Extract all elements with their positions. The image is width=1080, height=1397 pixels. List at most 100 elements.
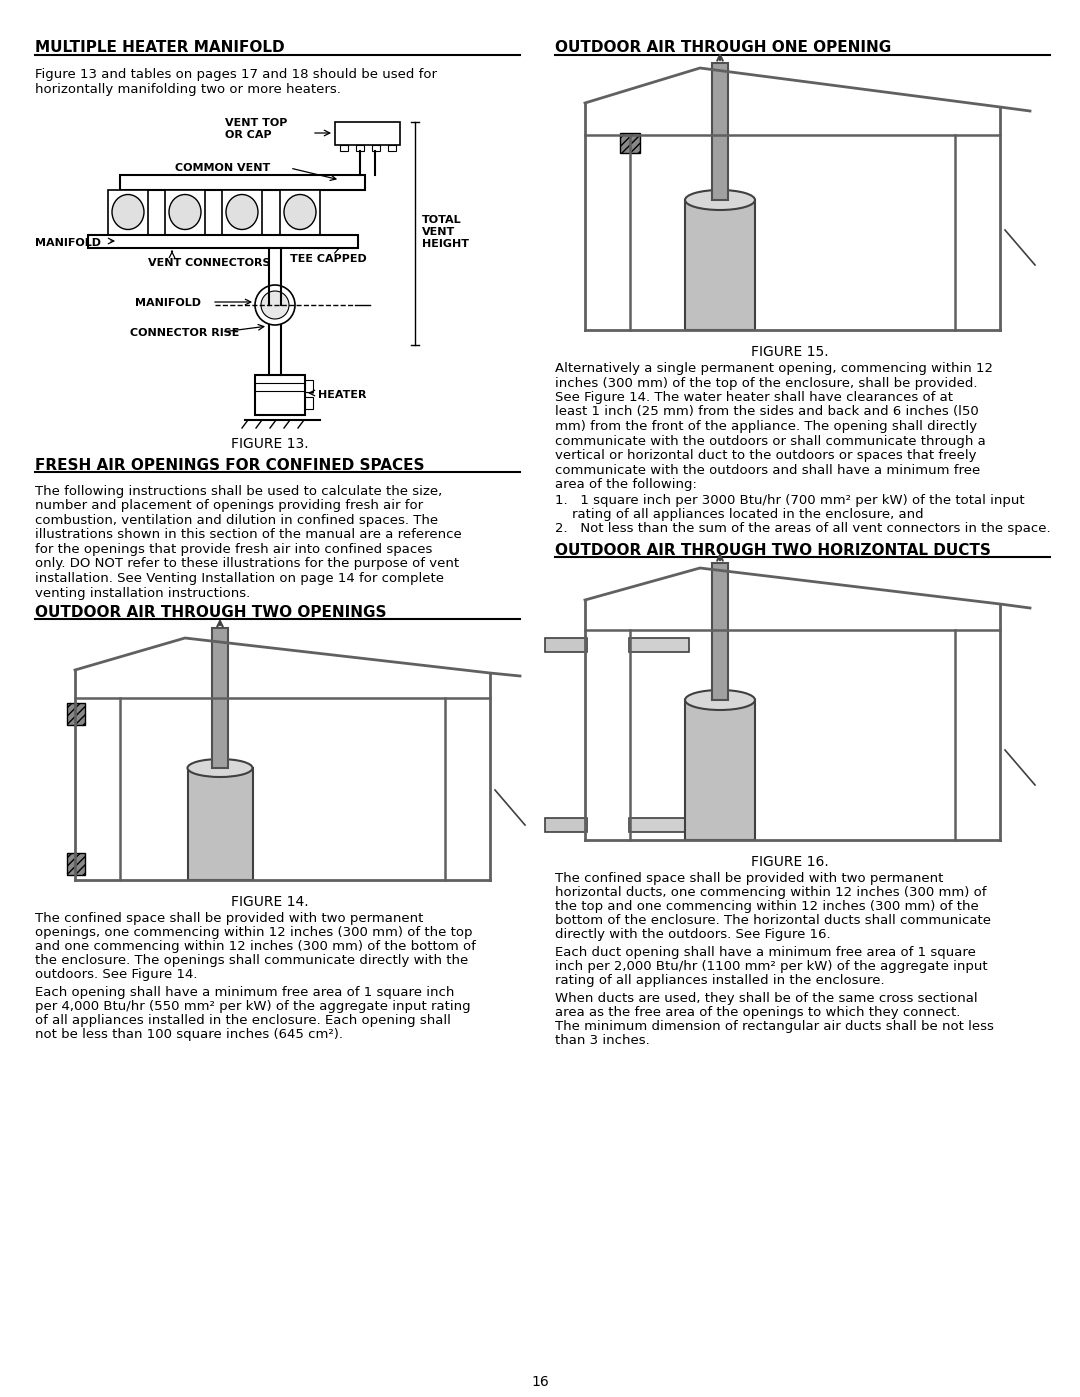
Text: installation. See Venting Installation on page 14 for complete: installation. See Venting Installation o… bbox=[35, 571, 444, 585]
Text: CONNECTOR RISE: CONNECTOR RISE bbox=[130, 328, 240, 338]
Bar bbox=[545, 819, 588, 833]
Text: bottom of the enclosure. The horizontal ducts shall communicate: bottom of the enclosure. The horizontal … bbox=[555, 914, 991, 928]
Bar bbox=[222, 190, 262, 235]
Text: OUTDOOR AIR THROUGH TWO OPENINGS: OUTDOOR AIR THROUGH TWO OPENINGS bbox=[35, 605, 387, 620]
Text: HEIGHT: HEIGHT bbox=[422, 239, 469, 249]
Text: for the openings that provide fresh air into confined spaces: for the openings that provide fresh air … bbox=[35, 543, 432, 556]
Ellipse shape bbox=[168, 194, 201, 229]
Text: area as the free area of the openings to which they connect.: area as the free area of the openings to… bbox=[555, 1006, 960, 1018]
Text: Each duct opening shall have a minimum free area of 1 square: Each duct opening shall have a minimum f… bbox=[555, 946, 976, 958]
Ellipse shape bbox=[284, 194, 316, 229]
Circle shape bbox=[255, 285, 295, 326]
Bar bbox=[212, 629, 228, 768]
Text: MANIFOLD: MANIFOLD bbox=[35, 237, 102, 249]
Text: The following instructions shall be used to calculate the size,: The following instructions shall be used… bbox=[35, 485, 442, 497]
Text: mm) from the front of the appliance. The opening shall directly: mm) from the front of the appliance. The… bbox=[555, 420, 977, 433]
Text: MULTIPLE HEATER MANIFOLD: MULTIPLE HEATER MANIFOLD bbox=[35, 41, 285, 54]
Text: 1.   1 square inch per 3000 Btu/hr (700 mm² per kW) of the total input: 1. 1 square inch per 3000 Btu/hr (700 mm… bbox=[555, 495, 1025, 507]
Text: FIGURE 16.: FIGURE 16. bbox=[751, 855, 828, 869]
Bar bbox=[629, 638, 689, 652]
Text: The confined space shall be provided with two permanent: The confined space shall be provided wit… bbox=[555, 872, 943, 886]
Text: Alternatively a single permanent opening, commencing within 12: Alternatively a single permanent opening… bbox=[555, 362, 993, 374]
Ellipse shape bbox=[226, 194, 258, 229]
Text: MANIFOLD: MANIFOLD bbox=[135, 298, 201, 307]
Text: See Figure 14. The water heater shall have clearances of at: See Figure 14. The water heater shall ha… bbox=[555, 391, 953, 404]
Text: The minimum dimension of rectangular air ducts shall be not less: The minimum dimension of rectangular air… bbox=[555, 1020, 994, 1032]
Text: 16: 16 bbox=[531, 1375, 549, 1389]
Ellipse shape bbox=[112, 194, 144, 229]
Text: OR CAP: OR CAP bbox=[225, 130, 272, 140]
Text: OUTDOOR AIR THROUGH ONE OPENING: OUTDOOR AIR THROUGH ONE OPENING bbox=[555, 41, 891, 54]
Text: When ducts are used, they shall be of the same cross sectional: When ducts are used, they shall be of th… bbox=[555, 992, 977, 1004]
Ellipse shape bbox=[685, 690, 755, 710]
Text: VENT CONNECTORS: VENT CONNECTORS bbox=[148, 258, 270, 268]
Text: outdoors. See Figure 14.: outdoors. See Figure 14. bbox=[35, 968, 198, 981]
Bar bbox=[67, 854, 85, 875]
Text: number and placement of openings providing fresh air for: number and placement of openings providi… bbox=[35, 500, 423, 513]
Text: the top and one commencing within 12 inches (300 mm) of the: the top and one commencing within 12 inc… bbox=[555, 900, 978, 914]
Text: inch per 2,000 Btu/hr (1100 mm² per kW) of the aggregate input: inch per 2,000 Btu/hr (1100 mm² per kW) … bbox=[555, 960, 987, 972]
Bar bbox=[87, 235, 357, 249]
Text: communicate with the outdoors and shall have a minimum free: communicate with the outdoors and shall … bbox=[555, 464, 981, 476]
Text: the enclosure. The openings shall communicate directly with the: the enclosure. The openings shall commun… bbox=[35, 954, 469, 967]
Text: horizontally manifolding two or more heaters.: horizontally manifolding two or more hea… bbox=[35, 82, 341, 96]
Text: vertical or horizontal duct to the outdoors or spaces that freely: vertical or horizontal duct to the outdo… bbox=[555, 448, 976, 462]
Text: area of the following:: area of the following: bbox=[555, 478, 697, 490]
Bar bbox=[255, 374, 305, 415]
Text: directly with the outdoors. See Figure 16.: directly with the outdoors. See Figure 1… bbox=[555, 928, 831, 942]
Bar bbox=[305, 397, 313, 409]
Text: horizontal ducts, one commencing within 12 inches (300 mm) of: horizontal ducts, one commencing within … bbox=[555, 886, 986, 900]
Bar bbox=[340, 145, 348, 151]
Text: FRESH AIR OPENINGS FOR CONFINED SPACES: FRESH AIR OPENINGS FOR CONFINED SPACES bbox=[35, 458, 424, 474]
Bar bbox=[545, 638, 588, 652]
Text: Figure 13 and tables on pages 17 and 18 should be used for: Figure 13 and tables on pages 17 and 18 … bbox=[35, 68, 437, 81]
Text: communicate with the outdoors or shall communicate through a: communicate with the outdoors or shall c… bbox=[555, 434, 986, 447]
Text: VENT TOP: VENT TOP bbox=[225, 117, 287, 129]
Bar bbox=[388, 145, 396, 151]
Text: TOTAL: TOTAL bbox=[422, 215, 461, 225]
Bar bbox=[685, 700, 755, 840]
Bar bbox=[305, 380, 313, 393]
Text: COMMON VENT: COMMON VENT bbox=[175, 163, 270, 173]
Bar bbox=[165, 190, 205, 235]
Text: and one commencing within 12 inches (300 mm) of the bottom of: and one commencing within 12 inches (300… bbox=[35, 940, 476, 953]
Bar bbox=[685, 200, 755, 330]
Circle shape bbox=[261, 291, 289, 319]
Bar bbox=[67, 703, 85, 725]
Text: least 1 inch (25 mm) from the sides and back and 6 inches (l50: least 1 inch (25 mm) from the sides and … bbox=[555, 405, 978, 419]
Bar bbox=[188, 768, 253, 880]
Bar bbox=[335, 122, 400, 145]
Bar bbox=[620, 133, 640, 154]
Bar bbox=[372, 145, 380, 151]
Text: not be less than 100 square inches (645 cm²).: not be less than 100 square inches (645 … bbox=[35, 1028, 343, 1041]
Text: FIGURE 13.: FIGURE 13. bbox=[231, 437, 309, 451]
Bar bbox=[712, 563, 728, 700]
Bar bbox=[108, 190, 148, 235]
Bar bbox=[356, 145, 364, 151]
Text: HEATER: HEATER bbox=[318, 390, 366, 400]
Text: inches (300 mm) of the top of the enclosure, shall be provided.: inches (300 mm) of the top of the enclos… bbox=[555, 377, 977, 390]
Bar bbox=[120, 175, 365, 190]
Bar bbox=[280, 190, 320, 235]
Text: per 4,000 Btu/hr (550 mm² per kW) of the aggregate input rating: per 4,000 Btu/hr (550 mm² per kW) of the… bbox=[35, 1000, 471, 1013]
Text: TEE CAPPED: TEE CAPPED bbox=[291, 254, 367, 264]
Text: combustion, ventilation and dilution in confined spaces. The: combustion, ventilation and dilution in … bbox=[35, 514, 438, 527]
Bar bbox=[629, 819, 689, 833]
Text: OUTDOOR AIR THROUGH TWO HORIZONTAL DUCTS: OUTDOOR AIR THROUGH TWO HORIZONTAL DUCTS bbox=[555, 543, 990, 557]
Text: 2.   Not less than the sum of the areas of all vent connectors in the space.: 2. Not less than the sum of the areas of… bbox=[555, 522, 1051, 535]
Text: Each opening shall have a minimum free area of 1 square inch: Each opening shall have a minimum free a… bbox=[35, 986, 455, 999]
Text: of all appliances installed in the enclosure. Each opening shall: of all appliances installed in the enclo… bbox=[35, 1014, 450, 1027]
Text: venting installation instructions.: venting installation instructions. bbox=[35, 587, 251, 599]
Text: FIGURE 15.: FIGURE 15. bbox=[752, 345, 828, 359]
Text: than 3 inches.: than 3 inches. bbox=[555, 1034, 650, 1046]
Text: The confined space shall be provided with two permanent: The confined space shall be provided wit… bbox=[35, 912, 423, 925]
Text: rating of all appliances located in the enclosure, and: rating of all appliances located in the … bbox=[572, 509, 923, 521]
Ellipse shape bbox=[188, 759, 253, 777]
Text: FIGURE 14.: FIGURE 14. bbox=[231, 895, 309, 909]
Text: only. DO NOT refer to these illustrations for the purpose of vent: only. DO NOT refer to these illustration… bbox=[35, 557, 459, 570]
Bar bbox=[712, 63, 728, 200]
Text: rating of all appliances installed in the enclosure.: rating of all appliances installed in th… bbox=[555, 974, 885, 988]
Ellipse shape bbox=[685, 190, 755, 210]
Text: illustrations shown in this section of the manual are a reference: illustrations shown in this section of t… bbox=[35, 528, 462, 542]
Text: VENT: VENT bbox=[422, 226, 456, 237]
